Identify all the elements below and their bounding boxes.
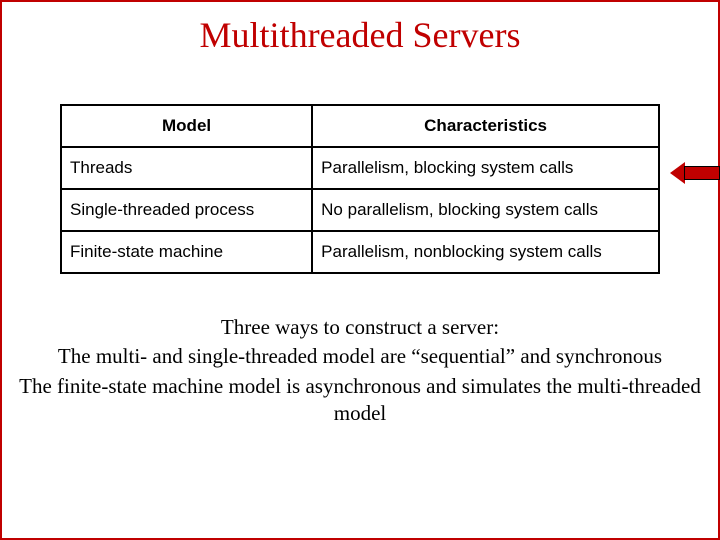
cell-characteristics: Parallelism, nonblocking system calls bbox=[312, 231, 659, 273]
table-row: Finite-state machine Parallelism, nonblo… bbox=[61, 231, 659, 273]
table-row: Single-threaded process No parallelism, … bbox=[61, 189, 659, 231]
highlight-arrow-icon bbox=[670, 162, 720, 184]
table-row: Threads Parallelism, blocking system cal… bbox=[61, 147, 659, 189]
cell-model: Single-threaded process bbox=[61, 189, 312, 231]
caption-line: Three ways to construct a server: bbox=[10, 314, 710, 341]
table-container: Model Characteristics Threads Parallelis… bbox=[60, 104, 660, 274]
col-header-model: Model bbox=[61, 105, 312, 147]
caption-line: The finite-state machine model is asynch… bbox=[10, 373, 710, 428]
cell-model: Threads bbox=[61, 147, 312, 189]
caption-line: The multi- and single-threaded model are… bbox=[10, 343, 710, 370]
cell-characteristics: Parallelism, blocking system calls bbox=[312, 147, 659, 189]
slide-title: Multithreaded Servers bbox=[2, 14, 718, 56]
models-table: Model Characteristics Threads Parallelis… bbox=[60, 104, 660, 274]
cell-model: Finite-state machine bbox=[61, 231, 312, 273]
slide: Multithreaded Servers Model Characterist… bbox=[0, 0, 720, 540]
table-header-row: Model Characteristics bbox=[61, 105, 659, 147]
cell-characteristics: No parallelism, blocking system calls bbox=[312, 189, 659, 231]
col-header-characteristics: Characteristics bbox=[312, 105, 659, 147]
caption-block: Three ways to construct a server: The mu… bbox=[10, 314, 710, 427]
